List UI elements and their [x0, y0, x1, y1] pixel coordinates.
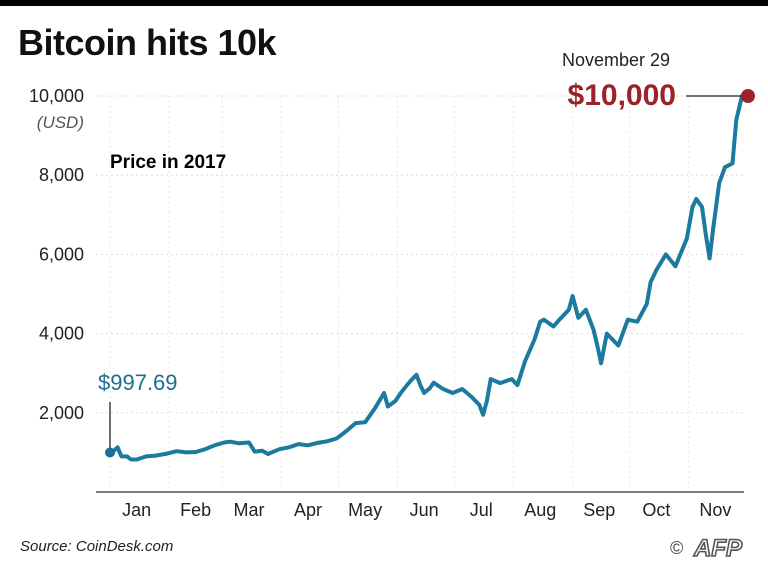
end-value-label: $10,000	[568, 79, 676, 112]
x-axis: Jan Feb Mar Apr May Jun Jul Aug Sep Oct Nov	[96, 491, 744, 520]
y-tick-label: 6,000	[39, 244, 84, 264]
x-tick-label: Jun	[410, 500, 439, 520]
x-tick-label: Feb	[180, 500, 211, 520]
y-axis: 2,000 4,000 6,000 8,000 10,000	[29, 86, 84, 423]
copyright-icon: ©	[670, 538, 683, 558]
x-tick-label: Jan	[122, 500, 151, 520]
y-tick-label: 2,000	[39, 403, 84, 423]
y-tick-label: 4,000	[39, 324, 84, 344]
start-value-label: $997.69	[98, 370, 178, 395]
x-tick-label: Jul	[470, 500, 493, 520]
top-bar	[0, 0, 768, 6]
end-date-label: November 29	[562, 50, 670, 70]
y-tick-label: 10,000	[29, 86, 84, 106]
x-tick-label: Aug	[524, 500, 556, 520]
x-tick-label: Sep	[583, 500, 615, 520]
y-unit-label: (USD)	[37, 113, 84, 132]
x-tick-label: Mar	[233, 500, 264, 520]
x-tick-label: May	[348, 500, 382, 520]
end-point	[741, 89, 755, 103]
afp-logo: © AFP	[670, 534, 744, 562]
source-note: Source: CoinDesk.com	[20, 538, 174, 555]
start-point	[105, 447, 115, 458]
chart-subtitle: Price in 2017	[110, 152, 226, 173]
x-tick-label: Oct	[642, 500, 670, 520]
x-tick-label: Nov	[699, 500, 731, 520]
y-tick-label: 8,000	[39, 165, 84, 185]
price-line	[108, 94, 744, 462]
chart-title: Bitcoin hits 10k	[18, 22, 277, 63]
afp-logo-text: AFP	[693, 535, 743, 562]
x-tick-label: Apr	[294, 500, 322, 520]
